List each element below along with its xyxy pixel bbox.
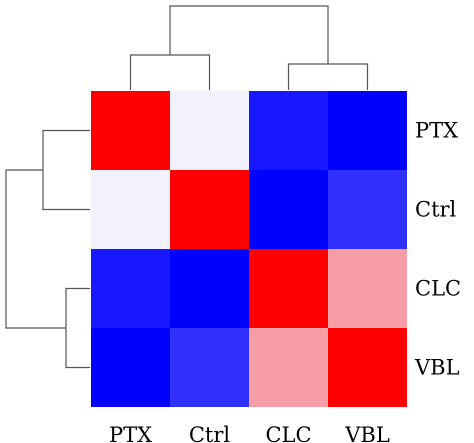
row-label-ctrl: Ctrl [415, 198, 457, 222]
col-label-clc: CLC [265, 423, 311, 443]
heatmap-cell-ptx-vbl [328, 91, 407, 170]
row-branch-ptx-ctrl [42, 129, 90, 211]
heatmap-cell-vbl-ctrl [170, 328, 249, 407]
col-branch-root [169, 5, 329, 64]
heatmap-cell-ctrl-ctrl [170, 170, 249, 249]
heatmap-cell-ctrl-ptx [91, 170, 170, 249]
row-branch-clc-vbl [65, 287, 90, 369]
heatmap-cell-ctrl-clc [249, 170, 328, 249]
column-dendrogram [129, 5, 369, 90]
heatmap-cells [91, 91, 407, 407]
heatmap-cell-vbl-ptx [91, 328, 170, 407]
column-labels: PTX Ctrl CLC VBL [109, 423, 390, 443]
col-label-ptx: PTX [109, 423, 152, 443]
heatmap-cell-clc-vbl [328, 249, 407, 328]
heatmap-cell-ptx-clc [249, 91, 328, 170]
heatmap-cell-ptx-ctrl [170, 91, 249, 170]
heatmap-cell-clc-ptx [91, 249, 170, 328]
col-label-ctrl: Ctrl [189, 423, 231, 443]
col-branch-clc-vbl [287, 63, 369, 90]
col-branch-ptx-ctrl [129, 54, 211, 90]
heatmap-cell-ptx-ptx [91, 91, 170, 170]
row-label-ptx: PTX [415, 119, 458, 143]
heatmap-cell-clc-clc [249, 249, 328, 328]
row-dendrogram [5, 129, 90, 369]
heatmap-cell-vbl-clc [249, 328, 328, 407]
row-label-clc: CLC [415, 277, 461, 301]
row-labels: PTX Ctrl CLC VBL [414, 119, 461, 380]
row-label-vbl: VBL [414, 356, 460, 380]
heatmap-cell-clc-ctrl [170, 249, 249, 328]
heatmap-cell-ctrl-vbl [328, 170, 407, 249]
heatmap-cell-vbl-vbl [328, 328, 407, 407]
row-branch-root [5, 169, 66, 329]
col-label-vbl: VBL [344, 423, 390, 443]
